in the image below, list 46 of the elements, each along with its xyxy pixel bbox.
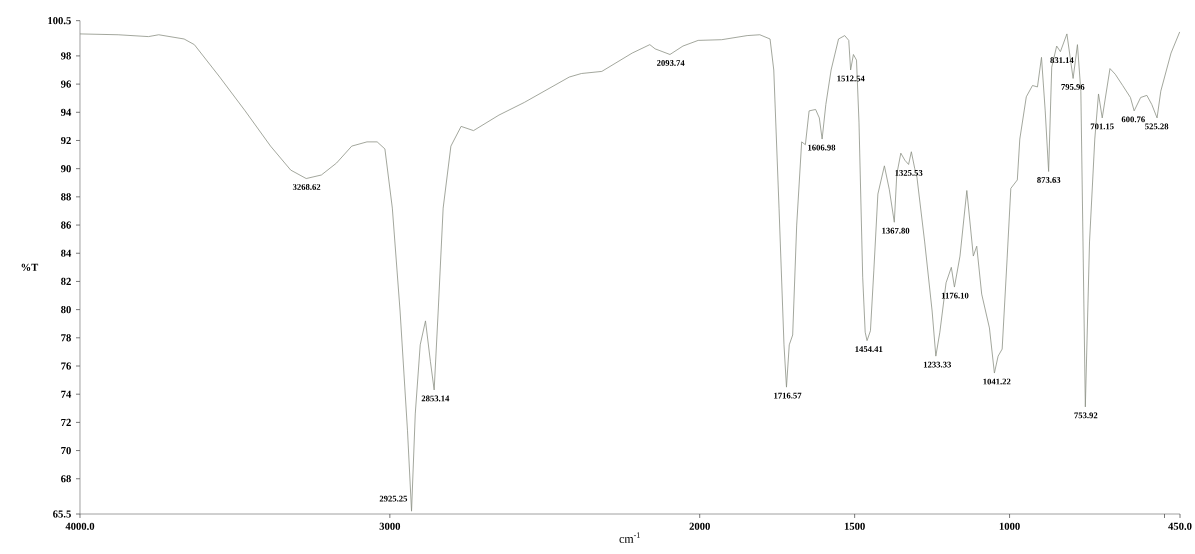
annotation: 1233.33 [923,361,952,368]
y-tick-label: 90 [60,165,71,173]
annotation: 600.76 [1121,116,1145,123]
annotation: 1454.41 [855,346,883,353]
y-tick-label: 82 [61,277,71,286]
annotation: 831.14 [1050,57,1074,64]
annotation: 795.96 [1061,84,1085,90]
x-tick-label: 2000 [689,522,710,530]
y-tick-label: 92 [60,136,71,145]
y-tick-label: 72 [61,418,71,426]
y-tick-label: 86 [61,221,71,229]
y-tick-label: 94 [60,108,72,116]
annotation: 701.15 [1090,123,1114,130]
x-axis-title: cm$^{-1}$ [619,532,640,543]
annotation: 2853.14 [421,395,450,402]
annotation: 1176.10 [941,292,969,299]
annotation: 2093.74 [656,60,685,66]
y-tick-label: 76 [61,362,71,370]
annotation: 753.92 [1074,412,1098,419]
y-tick-label: 65.5 [53,510,71,518]
y-tick-label: 80 [61,306,71,314]
annotation: 1041.22 [983,378,1011,385]
y-tick-label: 78 [61,334,71,342]
y-tick-label: 68 [61,475,71,483]
annotation: 1367.80 [882,227,910,234]
y-tick-label: 84 [61,249,72,257]
y-tick-label: 98 [60,52,71,60]
y-tick-label: 74 [61,390,72,398]
annotation: 3268.62 [292,184,321,190]
x-tick-label: 450.0 [1168,522,1192,530]
annotation: 525.28 [1145,123,1169,130]
x-tick-label: 3000 [379,522,401,530]
annotation: 1716.57 [774,392,802,399]
x-tick-label: 1500 [844,522,865,530]
y-tick-label: 88 [61,193,71,201]
y-tick-label: 100.5 [48,17,71,25]
annotation: 873.63 [1037,177,1061,183]
annotation: 1512.54 [837,75,865,82]
y-tick-label: 96 [60,80,71,88]
x-tick-label: 1000 [999,522,1020,530]
annotation: 1606.98 [808,144,836,151]
x-tick-label: 4000.0 [65,522,95,530]
annotation: 2925.25 [379,495,408,502]
y-tick-label: 70 [61,446,71,455]
y-axis-title: %T [21,263,39,271]
annotation: 1325.53 [895,170,923,176]
